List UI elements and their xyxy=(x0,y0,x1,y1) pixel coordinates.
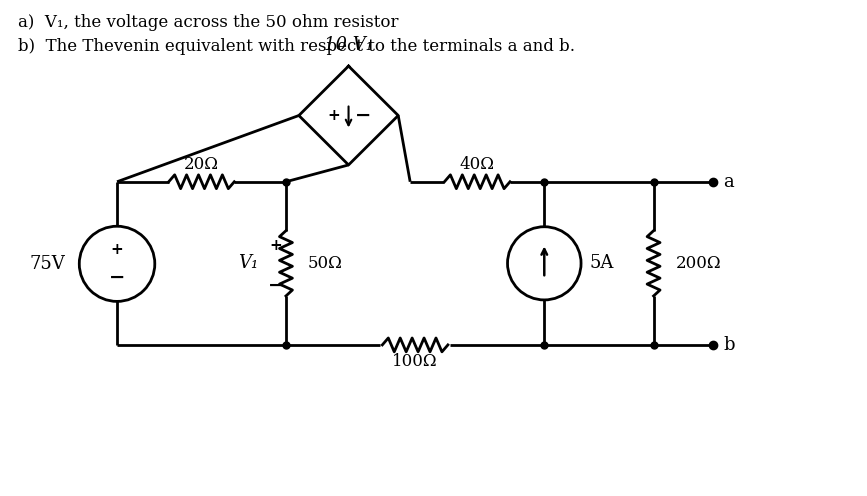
Text: −: − xyxy=(355,106,372,125)
Text: 5A: 5A xyxy=(590,254,615,272)
Text: 20Ω: 20Ω xyxy=(184,156,219,174)
Text: 75V: 75V xyxy=(29,255,65,273)
Text: −: − xyxy=(109,268,125,287)
Text: 10 V₁: 10 V₁ xyxy=(324,36,373,54)
Text: 40Ω: 40Ω xyxy=(460,156,495,174)
Text: b)  The Thevenin equivalent with respect to the terminals a and b.: b) The Thevenin equivalent with respect … xyxy=(17,38,575,56)
Text: V₁: V₁ xyxy=(238,254,258,272)
Text: 100Ω: 100Ω xyxy=(392,353,438,370)
Text: 50Ω: 50Ω xyxy=(308,255,342,272)
Text: +: + xyxy=(270,238,283,253)
Text: +: + xyxy=(111,243,123,257)
Text: +: + xyxy=(327,108,340,123)
Text: a)  V₁, the voltage across the 50 ohm resistor: a) V₁, the voltage across the 50 ohm res… xyxy=(17,14,398,31)
Text: −: − xyxy=(268,276,284,295)
Text: a: a xyxy=(723,173,733,191)
Text: 200Ω: 200Ω xyxy=(675,255,721,272)
Text: b: b xyxy=(723,336,734,354)
